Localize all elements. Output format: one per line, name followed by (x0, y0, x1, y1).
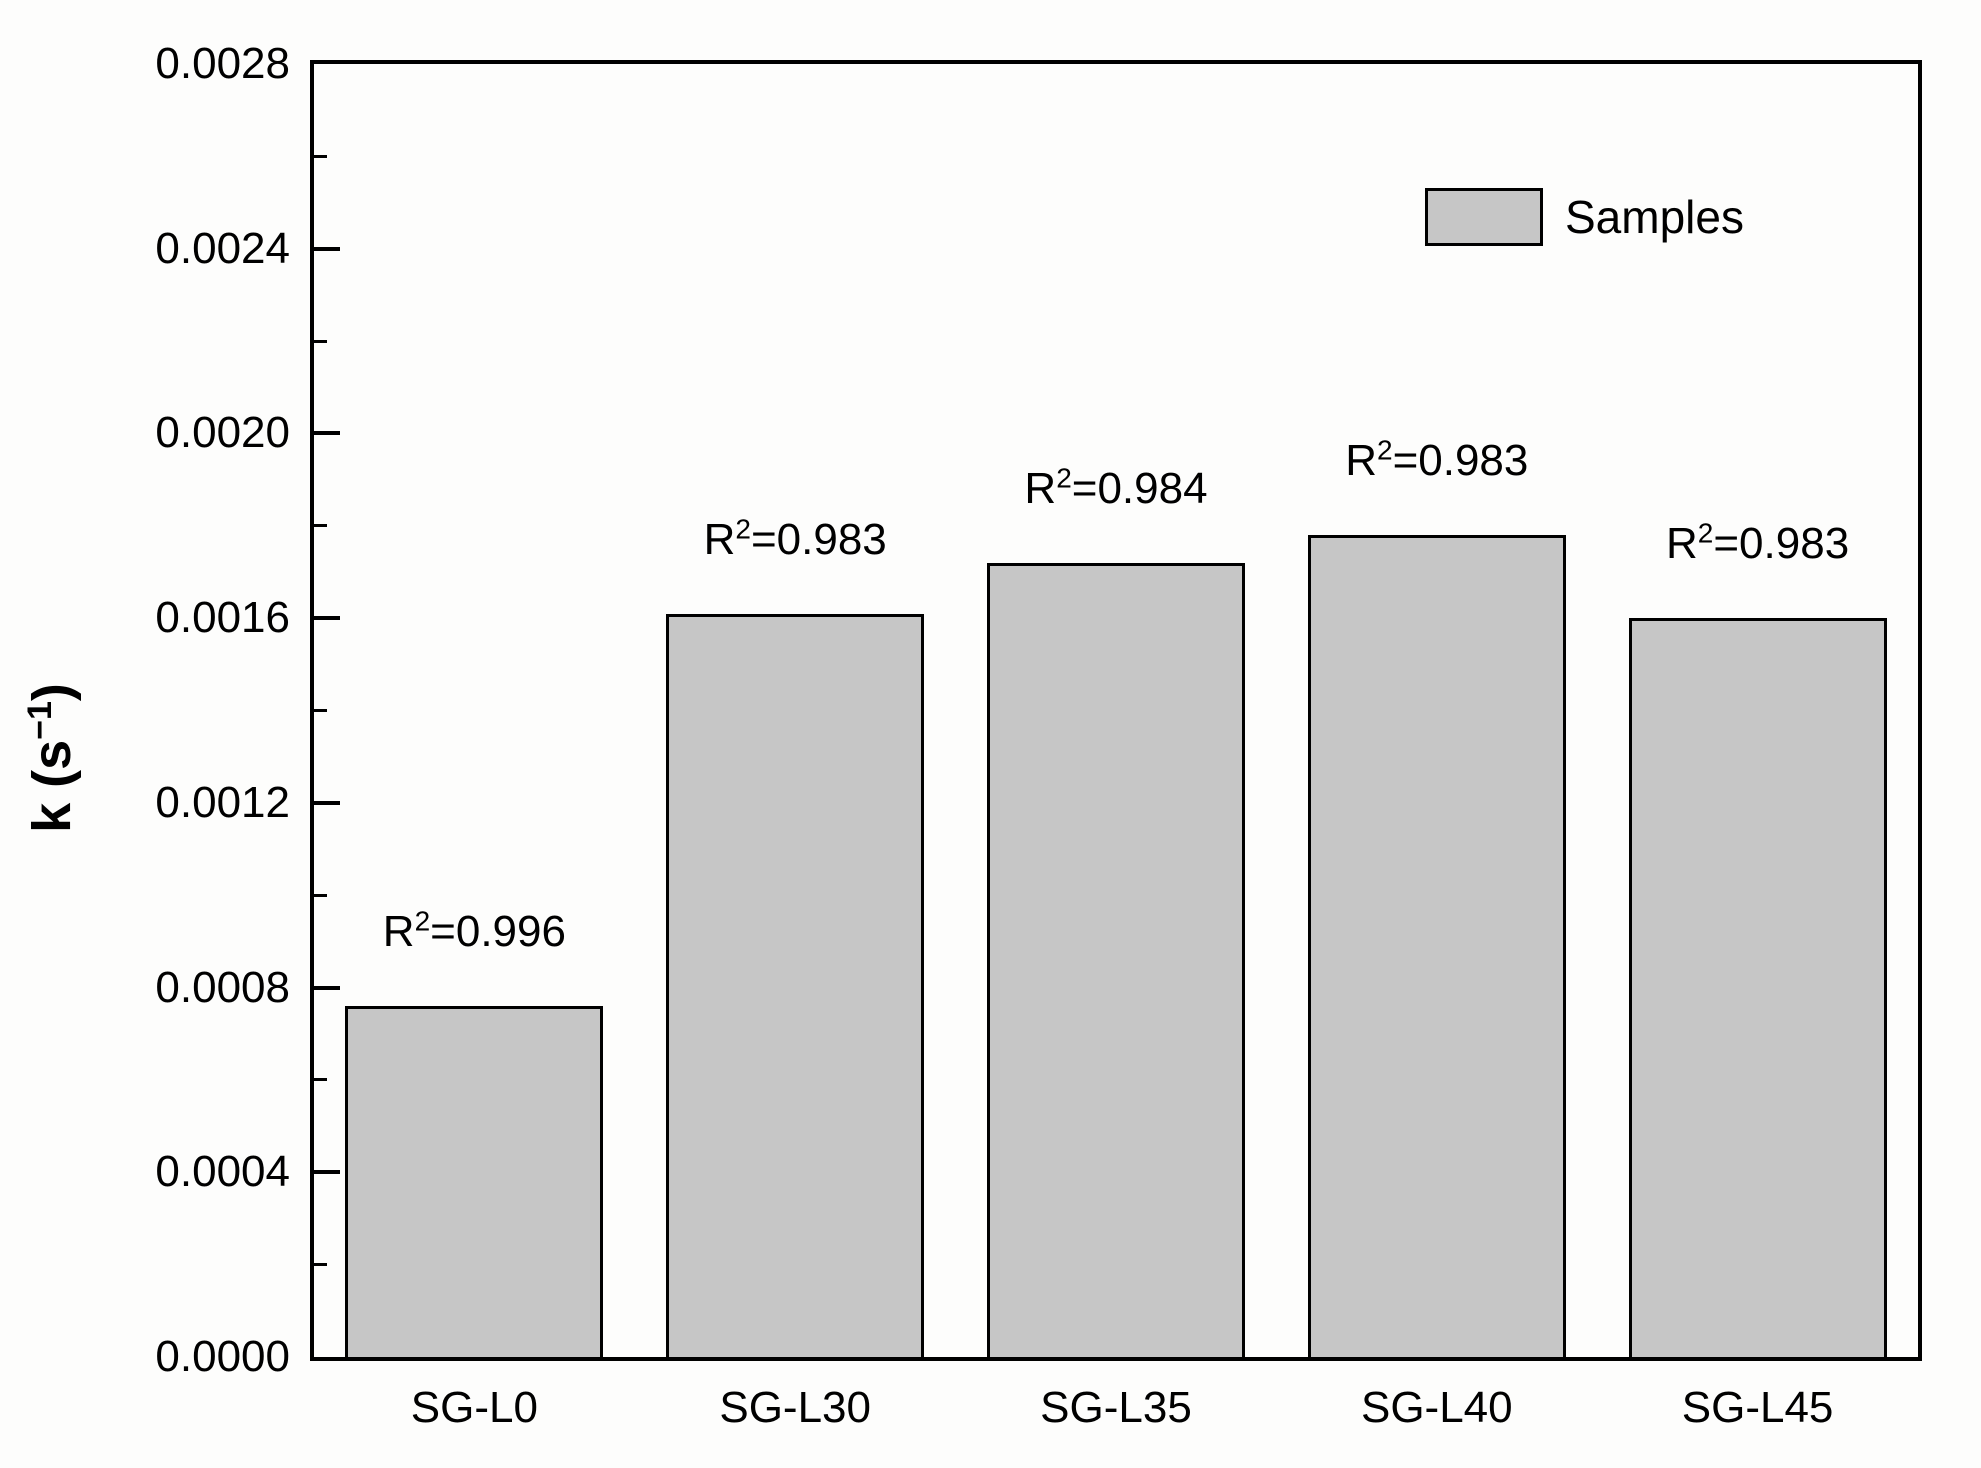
r2-annotation-SG-L35: R2=0.984 (1024, 462, 1208, 513)
r2-annotation-SG-L40: R2=0.983 (1345, 434, 1529, 486)
legend-swatch (1425, 188, 1543, 246)
y-major-tick (314, 985, 340, 990)
plot-area: Samples (310, 60, 1922, 1361)
y-major-tick (314, 246, 340, 251)
x-tick-label-SG-L30: SG-L30 (719, 1383, 871, 1432)
x-tick-label-SG-L40: SG-L40 (1360, 1383, 1513, 1432)
bar-SG-L0 (345, 1006, 604, 1357)
x-tick-label-SG-L35: SG-L35 (1040, 1383, 1192, 1432)
r2-annotation-SG-L30: R2=0.983 (703, 512, 887, 564)
y-minor-tick (314, 339, 327, 343)
y-major-tick (314, 616, 340, 621)
y-minor-tick (314, 1078, 327, 1082)
y-minor-tick (314, 709, 327, 712)
y-major-tick (314, 800, 340, 805)
y-minor-tick (314, 893, 327, 897)
bar-SG-L45 (1628, 618, 1887, 1357)
r2-annotation-SG-L45: R2=0.983 (1666, 517, 1850, 569)
bar-SG-L40 (1307, 535, 1566, 1357)
y-tick-label: 0.0000 (155, 1332, 290, 1381)
legend-label: Samples (1565, 191, 1744, 243)
y-tick-label: 0.0012 (155, 777, 290, 827)
y-major-tick (314, 431, 340, 436)
y-tick-label: 0.0024 (155, 223, 290, 273)
y-tick-label: 0.0028 (155, 39, 290, 88)
r2-annotation-SG-L0: R2=0.996 (382, 905, 566, 957)
y-minor-tick (314, 1263, 327, 1267)
legend: Samples (1425, 188, 1744, 246)
x-tick-label-SG-L45: SG-L45 (1681, 1383, 1834, 1432)
bar-SG-L30 (666, 613, 925, 1357)
y-minor-tick (314, 524, 327, 528)
y-tick-label: 0.0008 (155, 962, 290, 1012)
y-major-tick (314, 1170, 340, 1175)
y-tick-label: 0.0016 (155, 593, 290, 643)
bar-SG-L35 (987, 562, 1245, 1357)
y-minor-tick (314, 154, 327, 158)
x-tick-label-SG-L0: SG-L0 (410, 1383, 538, 1432)
y-tick-label: 0.0004 (155, 1147, 290, 1197)
y-tick-label: 0.0020 (155, 408, 290, 458)
